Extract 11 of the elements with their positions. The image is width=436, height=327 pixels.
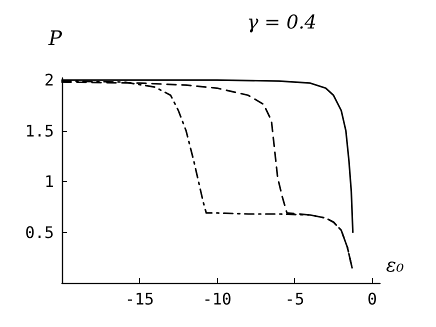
x-tick-label: -5 (285, 290, 304, 308)
y-tick-label: 1.5 (25, 121, 54, 140)
x-axis-title: ε₀ (386, 254, 404, 276)
x-tick-label: -15 (125, 290, 154, 308)
y-tick-label: 0.5 (25, 222, 54, 242)
y-tick-label: 1 (44, 172, 54, 192)
y-tick-label: 2 (44, 70, 54, 90)
x-tick-label: -10 (202, 290, 232, 308)
x-tick-label: 0 (367, 290, 378, 308)
chart-title: γ = 0.4 (247, 12, 317, 34)
y-axis-title: P (48, 26, 63, 50)
